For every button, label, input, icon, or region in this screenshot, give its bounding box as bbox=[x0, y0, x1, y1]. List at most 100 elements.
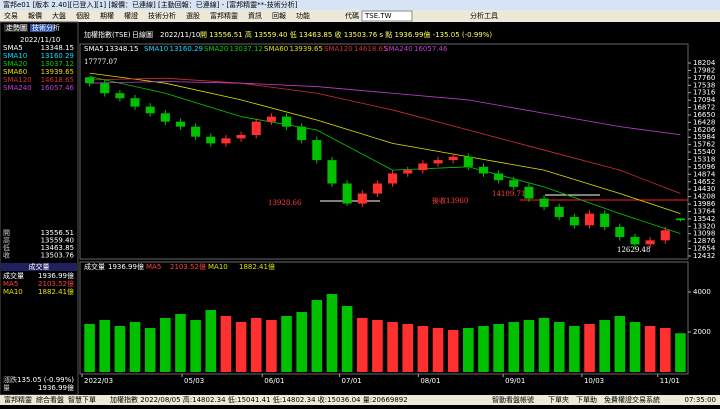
volume-bar bbox=[584, 324, 595, 372]
candle-body bbox=[645, 240, 655, 245]
y-tick-label: 13542 bbox=[693, 215, 715, 223]
status-button[interactable]: 免費權證 bbox=[604, 395, 632, 404]
menu-item[interactable]: 功能 bbox=[296, 11, 310, 20]
ma-legend-name: SMA60 bbox=[264, 45, 288, 53]
candle-body bbox=[130, 98, 140, 107]
menu-item[interactable]: 權證 bbox=[124, 11, 138, 20]
status-tab[interactable]: 富邦精靈 bbox=[4, 395, 32, 404]
period: 日線圖 bbox=[132, 30, 153, 39]
menu-item[interactable]: 回報 bbox=[272, 12, 286, 20]
code-input-text: TSE.TW bbox=[364, 12, 392, 20]
candle-body bbox=[433, 160, 443, 164]
tab-label: 走勢圖 bbox=[6, 23, 27, 32]
left-ma-name: SMA20 bbox=[3, 60, 27, 68]
left-ma-name: SMA120 bbox=[3, 76, 32, 84]
left-ma-name: SMA240 bbox=[3, 84, 32, 92]
volume-bar bbox=[387, 322, 398, 372]
tab[interactable] bbox=[4, 24, 28, 32]
y-tick-label: 16650 bbox=[693, 111, 715, 119]
status-button[interactable]: 交易系統 bbox=[632, 395, 660, 404]
volume-bar bbox=[659, 328, 671, 372]
tool-menu[interactable]: 分析工具 bbox=[470, 11, 498, 20]
quote-text: 開 13556.51 高 13559.40 低 13463.85 收 13503… bbox=[200, 30, 492, 39]
candle-body bbox=[569, 216, 579, 226]
y-tick-label: 15984 bbox=[693, 133, 716, 141]
annotation: 13928.66 bbox=[268, 199, 302, 207]
y-tick-label: 18204 bbox=[693, 59, 716, 67]
tab[interactable] bbox=[30, 24, 54, 32]
candle-body bbox=[630, 237, 640, 245]
ma-legend-value: 13037.12 bbox=[230, 45, 263, 53]
volume-bar bbox=[478, 326, 489, 372]
menu-item[interactable]: 大盤 bbox=[52, 11, 66, 20]
ma-legend-name: SMA5 bbox=[84, 45, 104, 53]
volume-bar bbox=[84, 324, 95, 372]
menu-item[interactable]: 富邦精靈 bbox=[210, 11, 238, 20]
annotation: 後收13960 bbox=[432, 196, 468, 205]
x-tick-label: 05/03 bbox=[184, 377, 204, 385]
y-tick-label: 15762 bbox=[693, 141, 715, 149]
left-vol-value: 2103.52億 bbox=[38, 279, 74, 288]
volume-bar bbox=[538, 318, 550, 372]
left-change-label: 漲跌 bbox=[3, 375, 17, 384]
volume-bar bbox=[266, 320, 277, 372]
volume-bar bbox=[493, 324, 504, 372]
menu-item[interactable]: 選股 bbox=[186, 11, 200, 20]
vol-legend-name: MA5 bbox=[146, 263, 161, 271]
menu-item[interactable]: 交易 bbox=[4, 11, 18, 20]
candle-body bbox=[266, 116, 276, 122]
candle-body bbox=[297, 126, 307, 141]
volume-bar bbox=[417, 326, 429, 372]
volume-bar bbox=[175, 314, 186, 372]
y-tick-label: 13764 bbox=[693, 207, 716, 215]
candle-body bbox=[357, 193, 367, 204]
volume-bar bbox=[220, 316, 232, 372]
left-vol-name: MA5 bbox=[3, 280, 18, 288]
candle-body bbox=[221, 138, 231, 144]
y-tick-label: 13320 bbox=[693, 222, 715, 230]
x-tick-label: 10/03 bbox=[584, 377, 604, 385]
status-tab[interactable]: 綜合看盤 bbox=[36, 395, 64, 404]
menu-item[interactable]: 技術分析 bbox=[148, 11, 176, 20]
menu-item[interactable]: 個股 bbox=[76, 11, 90, 20]
left-ma-value: 13037.12 bbox=[41, 60, 74, 68]
x-tick-label: 07/01 bbox=[342, 377, 362, 385]
status-button[interactable]: 帳號 bbox=[520, 395, 534, 404]
candle-body bbox=[342, 183, 352, 204]
left-ma-value: 13939.65 bbox=[41, 68, 74, 76]
volume-bar bbox=[644, 326, 656, 372]
volume-bar bbox=[447, 330, 459, 372]
volume-bar bbox=[508, 322, 520, 372]
status-button[interactable]: 智動看盤 bbox=[492, 395, 520, 404]
title-bar bbox=[0, 0, 720, 10]
x-tick-label: 11/01 bbox=[660, 377, 680, 385]
y-tick-label: 16428 bbox=[693, 118, 715, 126]
ma-legend-name: SMA240 bbox=[384, 45, 413, 53]
status-button[interactable]: 下單助 bbox=[576, 395, 597, 404]
menu-item[interactable]: 報價 bbox=[28, 11, 42, 20]
menu-item[interactable]: 資訊 bbox=[248, 11, 262, 20]
volume-bar bbox=[569, 326, 580, 372]
tab-label: 技術分析 bbox=[32, 23, 60, 32]
ma-legend-value: 13939.65 bbox=[290, 45, 323, 53]
left-vol-name: 成交量 bbox=[3, 271, 24, 280]
x-tick-label: 06/01 bbox=[264, 377, 284, 385]
left-vol-value: 1936.99億 bbox=[38, 383, 74, 392]
candle-body bbox=[160, 113, 170, 122]
volume-bar bbox=[356, 318, 368, 372]
candle-body bbox=[312, 140, 322, 161]
candle-body bbox=[509, 180, 519, 187]
candle-body bbox=[388, 173, 398, 184]
vol-legend-value: 1882.41億 bbox=[239, 262, 275, 271]
ma-legend-value: 16057.46 bbox=[414, 45, 448, 53]
candle-body bbox=[175, 121, 186, 127]
menu-item[interactable]: 期權 bbox=[100, 11, 114, 20]
x-tick-label: 08/01 bbox=[420, 377, 440, 385]
code-input[interactable] bbox=[361, 10, 413, 22]
left-ma-value: 14618.65 bbox=[41, 76, 74, 84]
volume-bar bbox=[99, 320, 111, 372]
status-tab[interactable]: 智慧下單 bbox=[68, 395, 96, 404]
ma-line bbox=[89, 72, 681, 214]
status-button[interactable]: 下單夾 bbox=[548, 396, 569, 404]
y-tick-label: 16872 bbox=[693, 104, 715, 112]
